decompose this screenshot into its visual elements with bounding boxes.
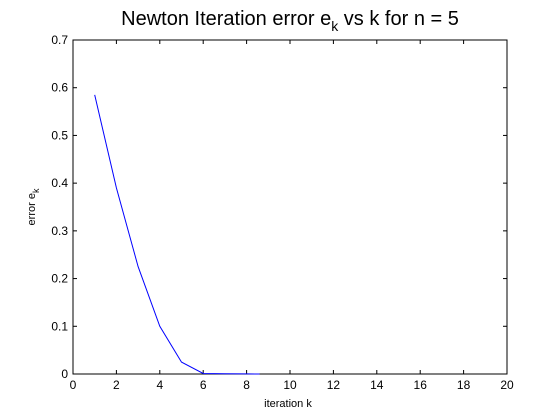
y-axis: 0 0.1 0.2 0.3 0.4 0.5 0.6 0.7 [51,33,507,381]
x-tick-label: 10 [283,378,297,392]
x-tick-label: 2 [113,378,120,392]
x-tick-label: 4 [156,378,163,392]
x-tick-label: 14 [370,378,384,392]
x-axis-label: iteration k [264,398,312,410]
y-tick-label: 0.3 [51,224,68,238]
y-axis-label: error ek [26,188,41,225]
x-tick-label: 18 [457,378,471,392]
x-tick-label: 12 [327,378,341,392]
y-tick-label: 0.2 [51,272,68,286]
x-tick-label: 8 [243,378,250,392]
y-tick-label: 0 [61,367,68,381]
plot-area [72,39,508,375]
chart-title: Newton Iteration error ek vs k for n = 5 [121,8,459,34]
x-tick-label: 6 [200,378,207,392]
x-tick-label: 0 [70,378,77,392]
series-line [94,94,260,375]
series-group [94,94,260,375]
y-tick-label: 0.1 [51,319,68,333]
x-tick-label: 20 [500,378,514,392]
y-tick-label: 0.6 [51,81,68,95]
y-tick-label: 0.4 [51,176,68,190]
y-tick-label: 0.7 [51,33,68,47]
x-tick-label: 16 [414,378,428,392]
x-axis: 0 2 4 6 8 10 12 14 16 18 20 [70,40,514,392]
y-tick-label: 0.5 [51,128,68,142]
